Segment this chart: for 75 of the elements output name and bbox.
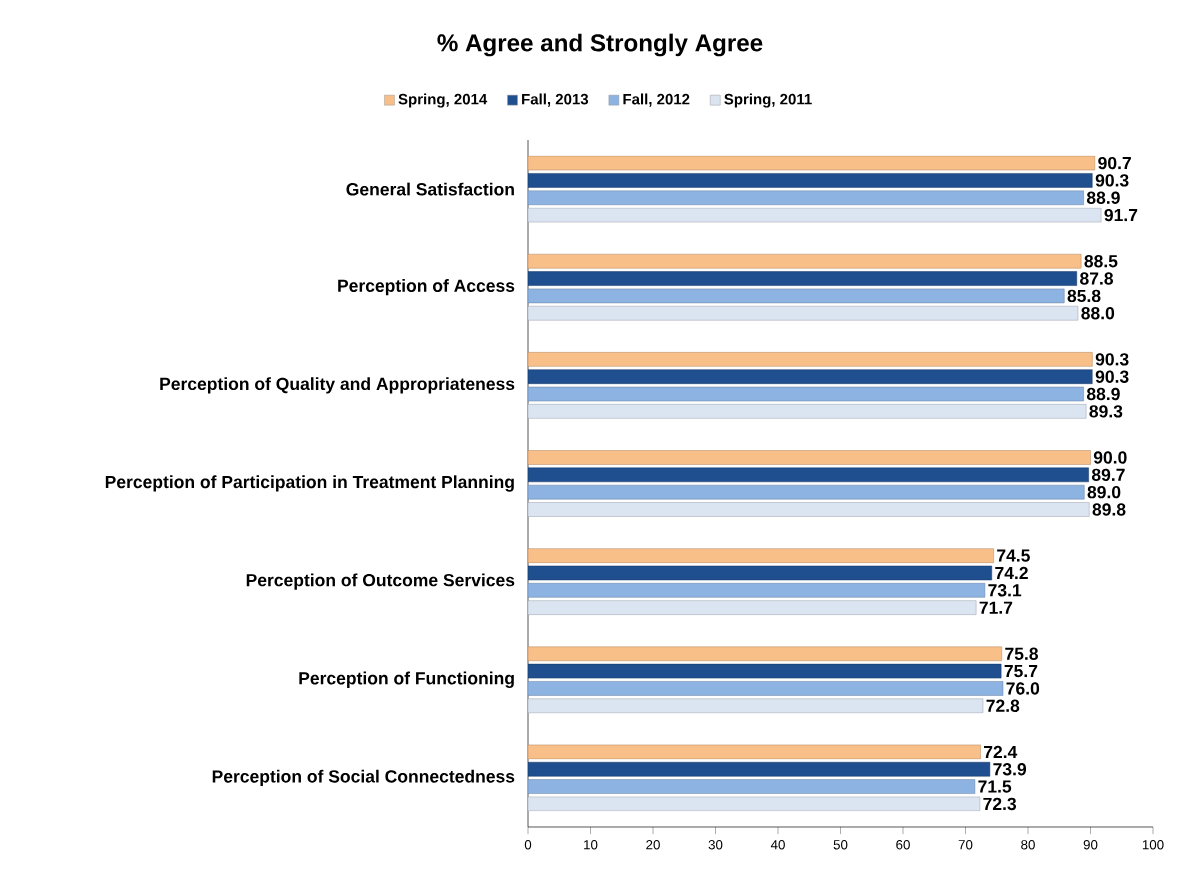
x-tick-label: 70	[958, 840, 973, 850]
bar	[528, 646, 1002, 662]
data-label: 85.8	[1067, 289, 1101, 303]
bar	[528, 155, 1096, 171]
x-tick-label: 60	[896, 840, 910, 850]
data-label: 88.9	[1086, 387, 1120, 401]
y-tick-label: Perception of Social Connectedness	[212, 769, 515, 787]
bar	[528, 190, 1084, 205]
data-label: 75.7	[1004, 665, 1038, 678]
bar	[528, 271, 1077, 286]
x-tick-label: 10	[584, 840, 598, 850]
data-label: 72.4	[984, 745, 1018, 759]
bar	[528, 450, 1091, 465]
data-label: 74.5	[997, 549, 1030, 562]
legend-label: Fall, 2012	[623, 93, 690, 107]
data-label: 90.3	[1095, 174, 1129, 187]
bar	[528, 502, 1090, 517]
data-label: 90.0	[1093, 451, 1127, 464]
x-tick-label: 100	[1142, 840, 1164, 850]
data-label: 89.7	[1091, 468, 1125, 482]
bar	[528, 744, 981, 760]
bar	[528, 253, 1082, 269]
y-tick-label: Perception of Functioning	[299, 671, 514, 688]
bar	[528, 681, 1004, 696]
data-label: 73.9	[993, 763, 1027, 776]
legend-label: Fall, 2013	[522, 93, 589, 107]
data-label: 90.7	[1098, 156, 1131, 170]
y-tick-label: Perception of Outcome Services	[246, 573, 515, 590]
data-label: 89.0	[1087, 485, 1121, 499]
bar	[528, 698, 984, 714]
data-label: 87.8	[1080, 272, 1113, 285]
x-tick-label: 40	[770, 840, 785, 850]
data-label: 73.1	[988, 584, 1022, 597]
y-tick-label: Perception of Participation in Treatment Planning	[105, 475, 514, 492]
data-label: 75.8	[1005, 647, 1038, 660]
legend-label: Spring, 2014	[398, 93, 488, 108]
bar	[528, 762, 991, 777]
data-label: 90.3	[1095, 353, 1129, 366]
data-label: 71.5	[978, 780, 1012, 793]
bar	[528, 796, 981, 812]
bar	[528, 779, 976, 794]
data-label: 89.3	[1089, 405, 1123, 418]
data-label: 88.5	[1084, 255, 1118, 268]
data-label: 71.7	[979, 601, 1013, 614]
bar	[528, 173, 1093, 188]
y-tick-label: Perception of Quality and Appropriateness	[160, 377, 515, 394]
data-label: 72.3	[983, 797, 1017, 811]
x-tick-label: 50	[833, 840, 848, 850]
data-label: 72.8	[986, 699, 1020, 712]
bar	[528, 600, 977, 615]
data-label: 89.8	[1092, 503, 1126, 516]
data-label: 74.2	[995, 566, 1028, 580]
data-label: 88.0	[1081, 307, 1115, 320]
data-label: 91.7	[1104, 208, 1138, 222]
bar	[528, 484, 1085, 500]
bar	[528, 404, 1087, 419]
bar	[528, 207, 1102, 223]
data-label: 88.9	[1086, 191, 1120, 204]
x-tick-label: 0	[524, 840, 532, 850]
y-tick-label: Perception of Access	[338, 279, 515, 296]
x-tick-label: 90	[1083, 840, 1098, 850]
x-tick-label: 80	[1021, 840, 1035, 850]
data-label: 90.3	[1095, 370, 1129, 383]
chart-title: % Agree and Strongly Agree	[437, 33, 763, 57]
bar	[528, 352, 1093, 367]
bar	[528, 467, 1089, 483]
y-tick-label: General Satisfaction	[346, 182, 514, 196]
legend-label: Spring, 2011	[724, 93, 812, 108]
bar	[528, 548, 994, 563]
data-label: 76.0	[1006, 682, 1040, 695]
bar	[528, 369, 1093, 384]
bar	[528, 583, 986, 598]
x-tick-label: 20	[646, 840, 660, 850]
bar	[528, 305, 1079, 321]
x-tick-label: 30	[708, 840, 723, 850]
